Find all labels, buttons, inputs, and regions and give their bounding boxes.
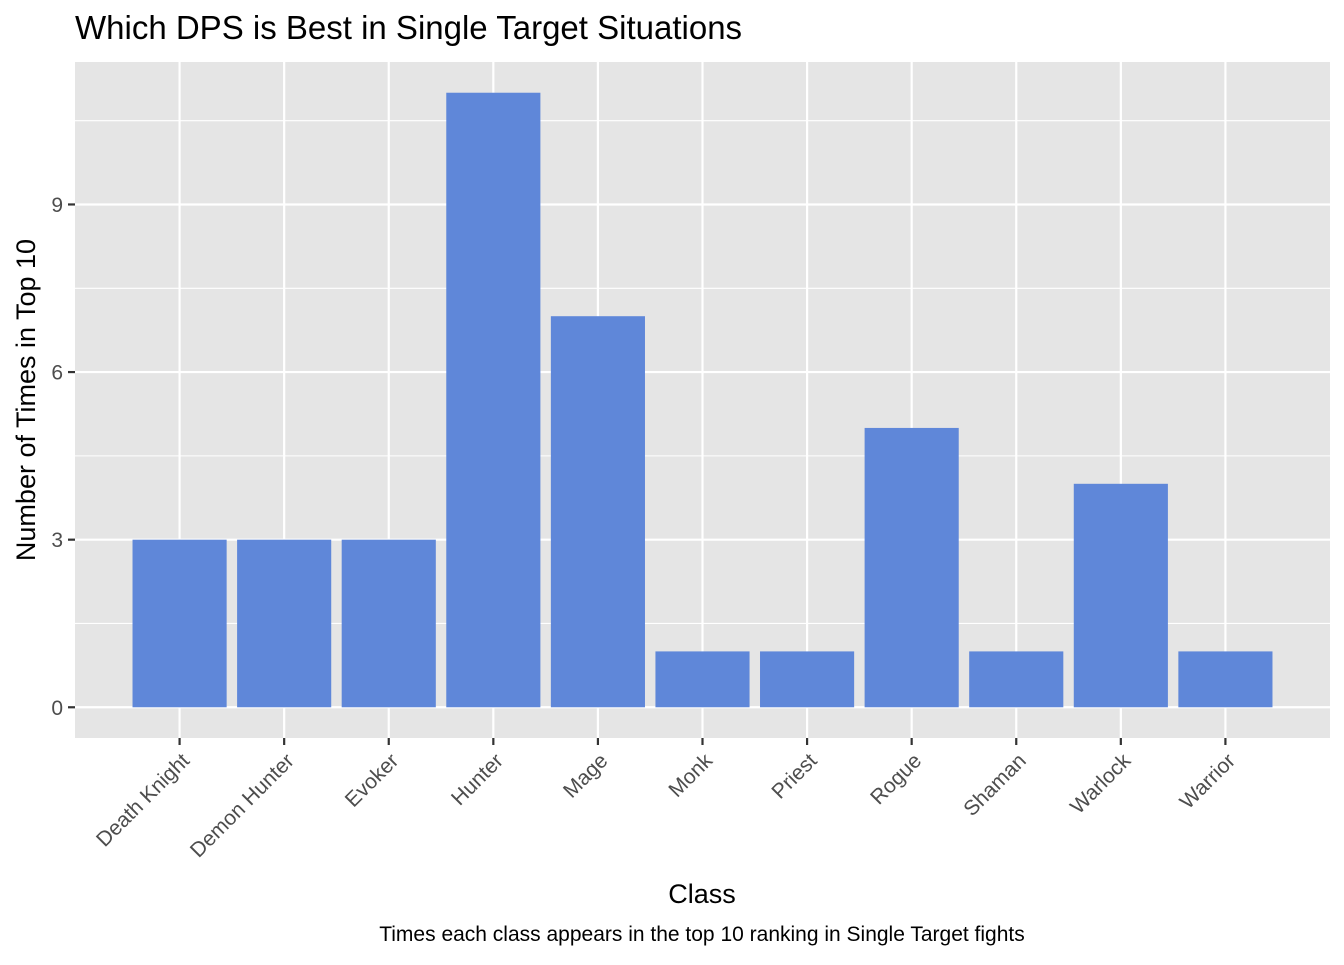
chart-caption: Times each class appears in the top 10 r…: [379, 923, 1025, 946]
x-tick-label: Priest: [767, 749, 821, 803]
y-tick-label: 9: [51, 194, 63, 217]
x-tick-label: Mage: [559, 749, 612, 802]
x-tick-label: Monk: [664, 749, 717, 802]
bars: [132, 92, 1273, 708]
chart-title: Which DPS is Best in Single Target Situa…: [75, 9, 742, 46]
x-tick-label: Warlock: [1066, 749, 1136, 819]
x-tick-label: Evoker: [341, 749, 403, 811]
x-tick-label: Shaman: [959, 749, 1031, 821]
x-tick-label: Hunter: [447, 749, 508, 810]
bar: [1178, 651, 1273, 708]
y-axis: 0 3 6 9: [51, 194, 75, 720]
x-tick-label: Demon Hunter: [186, 749, 299, 862]
bar: [1073, 483, 1168, 708]
x-tick-label: Rogue: [866, 749, 926, 809]
bar: [864, 427, 959, 708]
bar: [655, 651, 750, 708]
y-tick-label: 0: [51, 697, 63, 720]
x-tick-label: Warrior: [1176, 749, 1240, 813]
y-tick-label: 3: [51, 529, 63, 552]
y-axis-title: Number of Times in Top 10: [11, 239, 41, 561]
bar: [550, 316, 645, 708]
bar: [969, 651, 1064, 708]
bar: [132, 539, 227, 708]
bar: [341, 539, 436, 708]
x-tick-label: Death Knight: [92, 749, 194, 851]
bar: [446, 92, 541, 708]
y-tick-label: 6: [51, 362, 63, 385]
bar: [760, 651, 855, 708]
x-axis-title: Class: [668, 879, 736, 909]
bar: [237, 539, 332, 708]
